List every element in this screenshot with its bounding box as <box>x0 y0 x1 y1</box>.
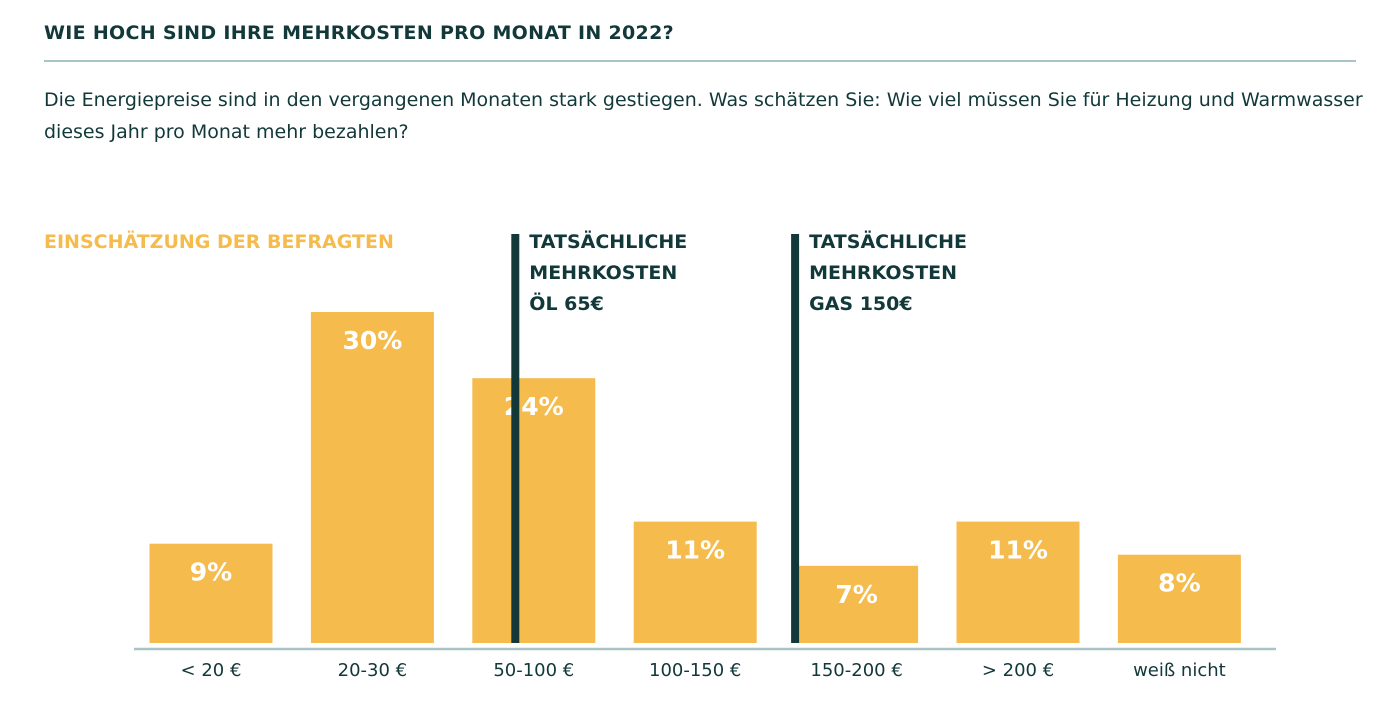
bar <box>310 312 434 643</box>
x-tick-label: 100-150 € <box>649 660 741 681</box>
series-label: EINSCHÄTZUNG DER BEFRAGTEN <box>44 229 394 253</box>
actual-cost-marker-label: MEHRKOSTEN <box>529 262 677 284</box>
actual-cost-marker-label: GAS 150€ <box>809 293 912 315</box>
actual-cost-marker-label: TATSÄCHLICHE <box>529 229 687 253</box>
chart-title: WIE HOCH SIND IHRE MEHRKOSTEN PRO MONAT … <box>44 22 674 44</box>
bar-value-label: 9% <box>190 558 232 587</box>
x-tick-label: 150-200 € <box>810 660 902 681</box>
bar-value-label: 11% <box>665 536 725 565</box>
bar <box>633 521 757 643</box>
x-tick-label: < 20 € <box>181 660 242 681</box>
bar <box>1117 554 1241 643</box>
bar-value-label: 30% <box>342 326 402 355</box>
bar <box>795 565 919 643</box>
actual-cost-marker-line <box>791 234 800 643</box>
bar <box>472 378 596 643</box>
bar <box>149 543 273 643</box>
bar-value-label: 7% <box>835 580 877 609</box>
title-divider <box>44 60 1356 62</box>
x-tick-label: 50-100 € <box>493 660 574 681</box>
bars-layer <box>149 312 1241 643</box>
actual-cost-marker-label: ÖL 65€ <box>529 291 604 315</box>
bar <box>956 521 1080 643</box>
actual-cost-marker-line <box>511 234 520 643</box>
bar-value-label: 8% <box>1158 569 1200 598</box>
x-tick-labels: < 20 € 20-30 € 50-100 € 100-150 € 150-200 € >… <box>181 660 1226 681</box>
actual-cost-marker-label: TATSÄCHLICHE <box>809 229 967 253</box>
x-tick-label: > 200 € <box>982 660 1054 681</box>
actual-cost-marker-label: MEHRKOSTEN <box>809 262 957 284</box>
markers-layer: TATSÄCHLICHE MEHRKOSTEN ÖL 65€ TATSÄCHLICHE… <box>511 229 967 643</box>
bar-value-label: 11% <box>988 536 1048 565</box>
x-tick-label: 20-30 € <box>338 660 407 681</box>
x-tick-label: weiß nicht <box>1133 660 1226 681</box>
chart-subtitle: Die Energiepreise sind in den vergangene… <box>44 89 1363 143</box>
